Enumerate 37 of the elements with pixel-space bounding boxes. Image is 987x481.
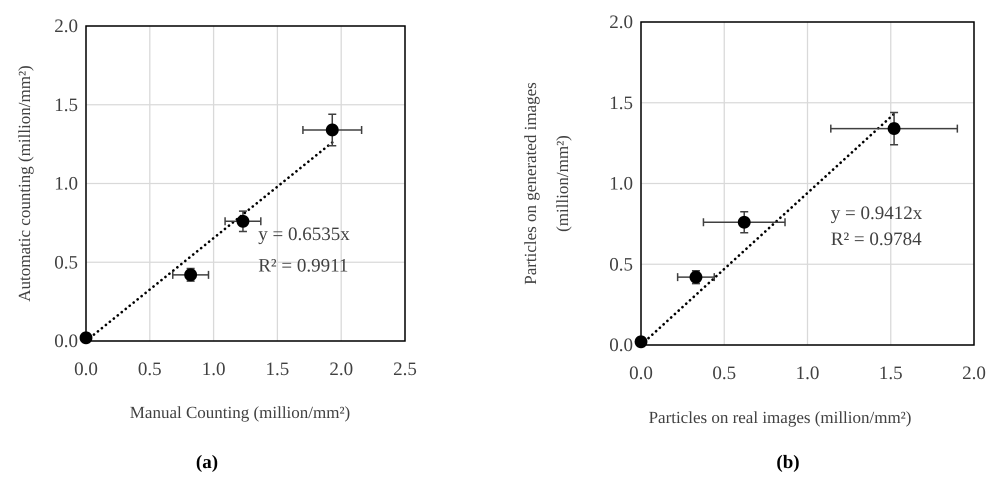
annotation: R² = 0.9911 bbox=[258, 256, 348, 277]
y-tick-label: 1.0 bbox=[609, 174, 633, 194]
annotation: y = 0.6535x bbox=[258, 224, 350, 246]
x-axis-title: Manual Counting (million/mm²) bbox=[130, 403, 350, 422]
y-tick-label: 1.0 bbox=[54, 174, 78, 194]
x-axis-title: Particles on real images (million/mm²) bbox=[648, 408, 912, 427]
x-tick-label: 2.0 bbox=[329, 359, 354, 380]
y-tick-label: 1.5 bbox=[609, 92, 633, 114]
y-tick-label: 0.0 bbox=[54, 331, 78, 352]
x-tick-label: 0.0 bbox=[74, 359, 98, 380]
y-axis-title: Automatic counting (million/mm²) bbox=[14, 65, 34, 302]
y-tick-label: 2.0 bbox=[609, 12, 633, 33]
x-tick-label: 2.5 bbox=[393, 359, 417, 380]
point bbox=[80, 331, 92, 344]
point bbox=[326, 124, 339, 136]
x-tick-label: 1.5 bbox=[266, 359, 290, 380]
y-tick-label: 0.0 bbox=[609, 335, 633, 356]
annotation: R² = 0.9784 bbox=[830, 228, 922, 250]
x-tick-label: 0.5 bbox=[138, 359, 162, 380]
x-tick-label: 0.0 bbox=[629, 363, 653, 384]
point bbox=[634, 335, 648, 348]
y-tick-label: 1.5 bbox=[54, 94, 78, 116]
y-tick-label: 2.0 bbox=[54, 16, 78, 37]
text: (a) bbox=[196, 452, 218, 473]
x-tick-label: 1.5 bbox=[878, 363, 903, 384]
y-tick-label: 0.5 bbox=[54, 252, 78, 274]
point bbox=[888, 122, 901, 136]
y-tick-label: 0.5 bbox=[609, 254, 633, 276]
point bbox=[236, 214, 250, 228]
x-tick-label: 2.0 bbox=[962, 363, 986, 384]
annotation: y = 0.9412x bbox=[830, 203, 923, 224]
x-tick-label: 1.0 bbox=[796, 363, 820, 384]
x-tick-label: 1.0 bbox=[202, 359, 226, 380]
point bbox=[738, 216, 751, 229]
text: (b) bbox=[776, 452, 800, 473]
y-axis-title: Particles on generated images (million/mm²) bbox=[520, 82, 572, 285]
x-tick-label: 0.5 bbox=[712, 363, 736, 384]
